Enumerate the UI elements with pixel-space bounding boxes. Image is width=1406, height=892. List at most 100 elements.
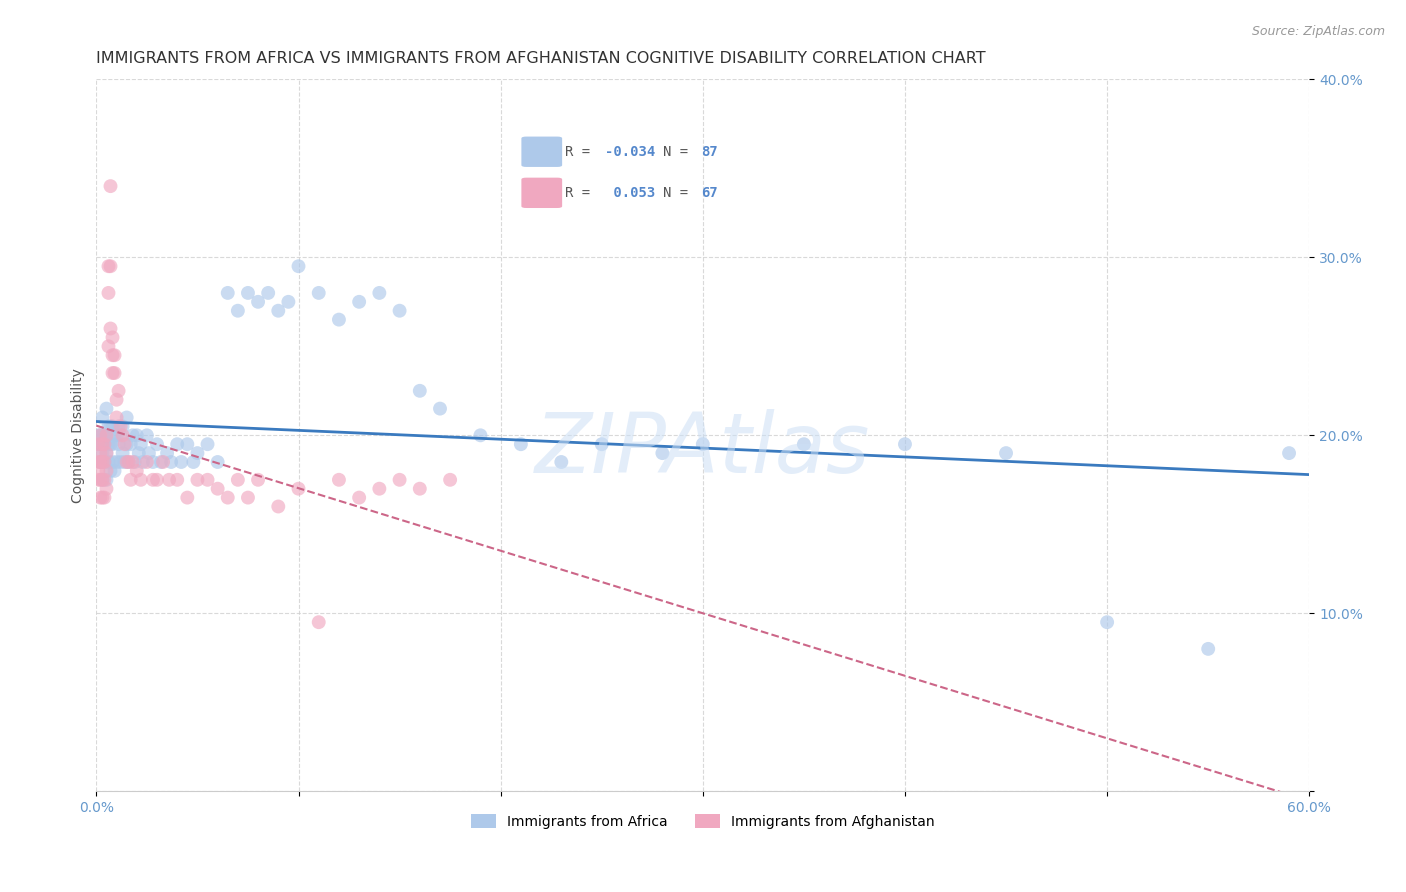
Point (93, 455, 115, 469)
Point (89, 473, 111, 487)
Point (89, 437, 111, 451)
Text: 0.053: 0.053 (606, 186, 655, 200)
Point (207, 455, 229, 469)
Point (97, 259, 120, 273)
Point (328, 312, 350, 326)
Point (115, 437, 138, 451)
Text: 87: 87 (702, 145, 718, 159)
Point (347, 294, 370, 309)
Point (87, 464, 110, 478)
Text: Source: ZipAtlas.com: Source: ZipAtlas.com (1251, 25, 1385, 38)
Point (91, 473, 114, 487)
Point (470, 428, 492, 442)
Point (100, 259, 122, 273)
Point (103, 464, 125, 478)
Point (100, 321, 122, 335)
Text: -0.034: -0.034 (606, 145, 655, 159)
Point (87, 437, 110, 451)
Point (97, 455, 120, 469)
Point (347, 491, 370, 505)
Point (93, 437, 115, 451)
Point (197, 437, 219, 451)
Point (247, 294, 270, 309)
Point (105, 455, 128, 469)
Point (1197, 641, 1219, 656)
Point (409, 482, 432, 496)
Text: R =: R = (565, 145, 589, 159)
Point (111, 446, 134, 460)
Point (176, 491, 198, 505)
Point (236, 491, 259, 505)
Point (89, 455, 111, 469)
Point (89, 428, 111, 442)
Point (96, 401, 118, 416)
Point (100, 437, 122, 451)
Point (1278, 446, 1301, 460)
Legend: Immigrants from Africa, Immigrants from Afghanistan: Immigrants from Africa, Immigrants from … (465, 808, 941, 834)
Point (118, 455, 141, 469)
Point (236, 285, 259, 300)
Point (120, 437, 142, 451)
Point (118, 455, 141, 469)
Text: N =: N = (662, 186, 688, 200)
Point (217, 285, 239, 300)
Point (157, 473, 180, 487)
Point (166, 437, 188, 451)
Point (176, 437, 198, 451)
Point (152, 455, 174, 469)
Point (135, 428, 157, 442)
Point (692, 437, 714, 451)
Point (368, 285, 391, 300)
Point (166, 473, 188, 487)
Point (101, 348, 124, 362)
Point (101, 366, 124, 380)
Point (97, 419, 120, 434)
Point (207, 482, 229, 496)
Point (91, 437, 114, 451)
Point (103, 428, 125, 442)
Point (87, 473, 110, 487)
Text: 67: 67 (702, 186, 718, 200)
Point (91, 410, 114, 425)
Point (107, 419, 129, 434)
Point (107, 437, 129, 451)
Point (121, 455, 143, 469)
Point (170, 455, 193, 469)
Point (591, 437, 613, 451)
Point (388, 473, 411, 487)
Point (1095, 615, 1118, 630)
Point (114, 437, 136, 451)
Point (93, 437, 115, 451)
Point (96, 446, 118, 460)
Point (101, 419, 124, 434)
Point (146, 473, 169, 487)
Point (107, 384, 129, 398)
FancyBboxPatch shape (522, 136, 562, 167)
Point (105, 410, 128, 425)
Point (101, 437, 124, 451)
Point (509, 437, 531, 451)
Point (105, 428, 128, 442)
Point (120, 473, 142, 487)
Point (651, 446, 673, 460)
Point (93, 491, 115, 505)
Point (308, 285, 330, 300)
Point (226, 473, 249, 487)
Point (91, 446, 114, 460)
Point (96, 428, 118, 442)
Point (96, 464, 118, 478)
Point (125, 464, 148, 478)
Point (87, 428, 110, 442)
Point (96, 428, 118, 442)
Point (97, 339, 120, 353)
Point (111, 419, 134, 434)
Point (87, 437, 110, 451)
Point (91, 473, 114, 487)
Point (894, 437, 917, 451)
Point (226, 303, 249, 318)
Point (100, 419, 122, 434)
Point (93, 428, 115, 442)
Point (138, 446, 160, 460)
Point (89, 491, 111, 505)
Point (146, 437, 169, 451)
